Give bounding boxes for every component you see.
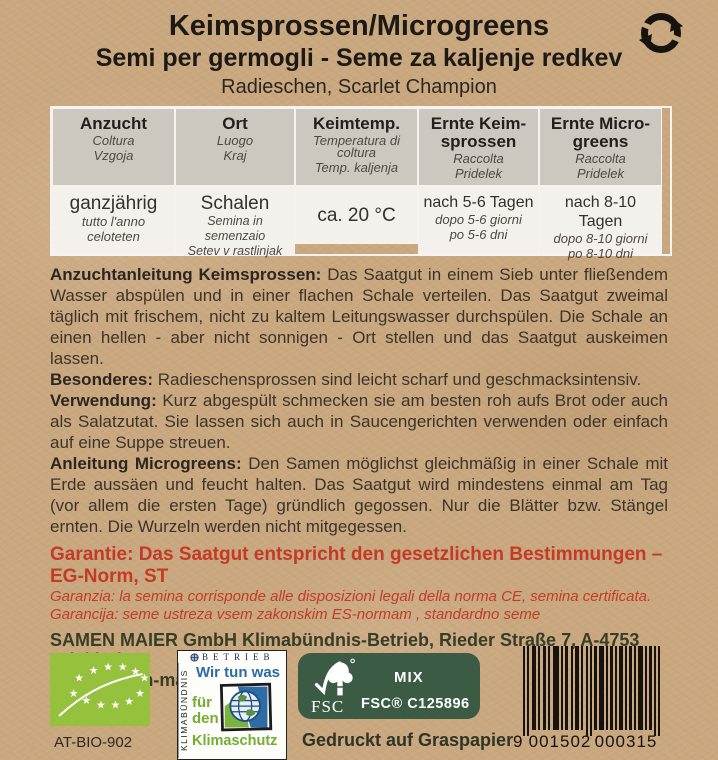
printed-on-label: Gedruckt auf Graspapier [302, 730, 514, 750]
svg-text:★: ★ [124, 695, 134, 708]
barcode-group-1: 001502 [528, 732, 592, 751]
svg-text:★: ★ [89, 664, 99, 677]
svg-text:★: ★ [74, 671, 84, 684]
svg-text:★: ★ [135, 687, 145, 700]
header-ernte-microgreens: Ernte Micro-greens Raccolta Pridelek [539, 108, 662, 186]
bio-code-label: AT-BIO-902 [54, 734, 133, 751]
page-title: Keimsprossen/Microgreens [168, 10, 550, 42]
guarantee-de: Garantie: Das Saatgut entspricht den ges… [50, 544, 663, 587]
paragraph-text: Radieschensprossen sind leicht scharf un… [157, 370, 642, 389]
table-header-row: Anzucht Coltura Vzgoja Ort Luogo Kraj Ke… [52, 108, 670, 186]
svg-text:★: ★ [103, 660, 113, 673]
cell-anzucht: ganzjährig tutto l'anno celoteten [52, 186, 175, 254]
svg-text:★: ★ [96, 699, 106, 712]
subtitle: Semi per germogli - Seme za kaljenje red… [95, 44, 623, 72]
paragraph-label: Anleitung Microgreens: [50, 454, 242, 473]
paragraph-besonderes: Besonderes: Radieschensprossen sind leic… [50, 369, 668, 390]
paragraph-label: Anzuchtanleitung Keimsprossen: [50, 265, 322, 284]
guarantee-it: Garanzia: la semina corrisponde alle dis… [50, 588, 652, 605]
fsc-brand-label: FSC [311, 697, 345, 716]
paragraph-anzuchtanleitung: Anzuchtanleitung Keimsprossen: Das Saatg… [50, 264, 668, 369]
paragraph-text: Den Samen möglichst gleichmäßig in einer… [50, 454, 668, 536]
table-data-row: ganzjährig tutto l'anno celoteten Schale… [52, 186, 670, 261]
fsc-cert-number: FSC® C125896 [361, 696, 470, 712]
paragraph-label: Verwendung: [50, 391, 157, 410]
cell-ernte-microgreens: nach 8-10 Tagen dopo 8-10 giorni po 8-10… [539, 186, 662, 261]
variety-name: Radieschen, Scarlet Champion [221, 76, 497, 98]
guarantee-block: Garantie: Das Saatgut entspricht den ges… [50, 544, 668, 624]
barcode-digit-prefix: 9 [513, 732, 523, 751]
cell-keimtemp: ca. 20 °C [295, 186, 418, 244]
instructions-block: Anzuchtanleitung Keimsprossen: Das Saatg… [50, 264, 668, 537]
barcode-group-2: 000315 [594, 732, 658, 751]
svg-text:★: ★ [111, 699, 121, 712]
svg-text:★: ★ [118, 660, 128, 673]
betrieb-label: BETRIEB [202, 652, 275, 662]
klima-den: den [192, 710, 219, 727]
cell-ernte-keimsprossen: nach 5-6 Tagen dopo 5-6 giorni po 5-6 dn… [418, 186, 539, 254]
green-dot-recycling-icon [637, 9, 685, 57]
klima-slogan: Wir tun was [195, 664, 281, 681]
svg-text:★: ★ [131, 665, 141, 678]
ean-barcode: 9 001502 000315 [513, 646, 668, 758]
svg-text:★: ★ [81, 694, 91, 707]
globe-icon [218, 682, 276, 739]
paragraph-text: Das Saatgut in einem Sieb unter fließend… [50, 265, 669, 368]
eu-organic-leaf-icon: ★ ★ ★ ★ ★ ★ ★ ★ ★ ★ ★ ★ [50, 653, 150, 726]
svg-text:★: ★ [69, 687, 79, 700]
fsc-mix-label: MIX [394, 669, 424, 686]
klima-klimaschutz: Klimaschutz [192, 733, 278, 749]
klimabuendnis-vertical-label: KLIMABÜNDNIS [178, 663, 191, 758]
header-keimtemp: Keimtemp. Temperatura di coltura Temp. k… [295, 108, 418, 186]
cell-ort: Schalen Semina in semenzaio Setev v rast… [175, 186, 295, 258]
svg-text:★: ★ [140, 671, 150, 684]
header: Keimsprossen/Microgreens Semi per germog… [50, 10, 668, 99]
fsc-logo: FSC MIX FSC® C125896 [298, 653, 480, 719]
header-anzucht: Anzucht Coltura Vzgoja [52, 108, 175, 186]
klima-fur: für [192, 694, 212, 711]
paragraph-text: Kurz abgespült schmecken sie am besten r… [50, 391, 668, 452]
paragraph-verwendung: Verwendung: Kurz abgespült schmecken sie… [50, 390, 668, 453]
globe-mini-icon [190, 652, 199, 662]
paragraph-anleitung-microgreens: Anleitung Microgreens: Den Samen möglich… [50, 453, 668, 537]
certification-footer: ★ ★ ★ ★ ★ ★ ★ ★ ★ ★ ★ ★ AT-BIO-902 BETRIEB KLIMA… [50, 646, 670, 760]
klimabuendnis-logo: BETRIEB KLIMABÜNDNIS Wir tun was für den [177, 650, 287, 760]
fsc-tree-icon [312, 657, 358, 702]
guarantee-sl: Garancija: seme ustreza vsem zakonskim E… [50, 606, 541, 623]
header-ort: Ort Luogo Kraj [175, 108, 295, 186]
growing-info-table: Anzucht Coltura Vzgoja Ort Luogo Kraj Ke… [50, 106, 672, 261]
paragraph-label: Besonderes: [50, 370, 153, 389]
header-ernte-keimsprossen: Ernte Keim-sprossen Raccolta Pridelek [418, 108, 539, 186]
